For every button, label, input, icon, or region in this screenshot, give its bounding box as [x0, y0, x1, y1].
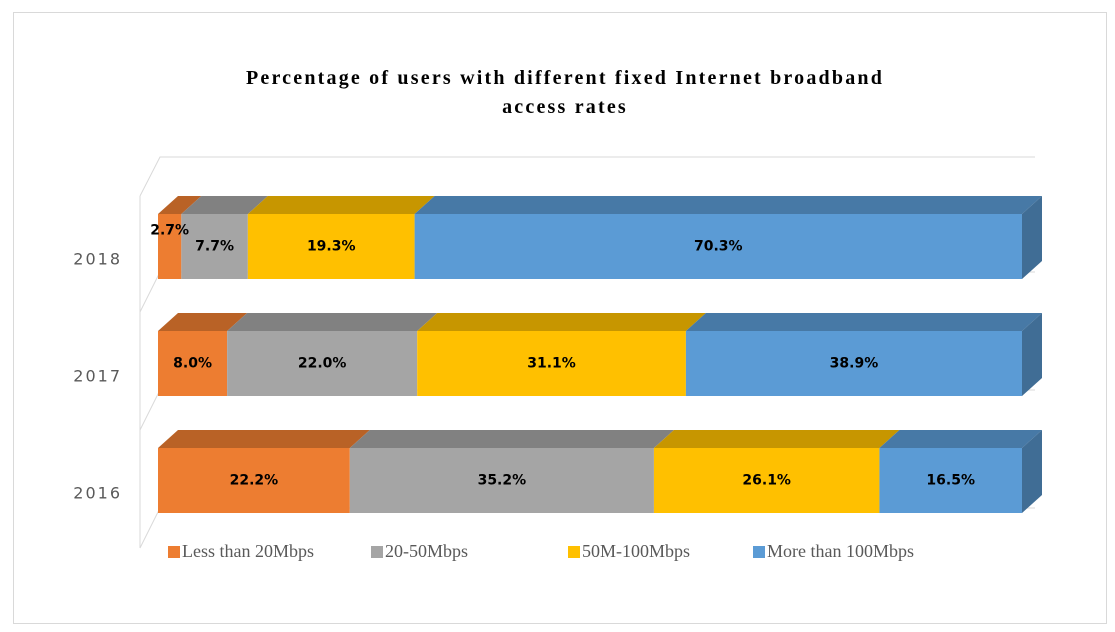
bar: [158, 331, 228, 396]
data-label: 35.2%: [478, 473, 527, 489]
bar: [181, 214, 248, 279]
chart-title: Percentage of users with different fixed…: [245, 67, 885, 118]
bar: [414, 214, 1022, 279]
data-label: 16.5%: [926, 473, 975, 489]
legend-swatch: [568, 546, 580, 558]
bar: [349, 448, 654, 513]
data-label: 2.7%: [150, 223, 189, 239]
data-label: 7.7%: [195, 239, 234, 255]
y-tick-label: 2016: [73, 484, 122, 503]
bar: [653, 448, 880, 513]
data-label: 26.1%: [742, 473, 791, 489]
chart-frame: [13, 12, 1107, 624]
y-tick-label: 2017: [73, 367, 122, 386]
bar-top: [158, 430, 370, 448]
bar-top: [685, 313, 1042, 331]
bar-top: [227, 313, 438, 331]
bar: [685, 331, 1022, 396]
data-label: 70.3%: [694, 239, 743, 255]
bar-top: [158, 313, 248, 331]
data-label: 22.0%: [298, 356, 347, 372]
bar-side: [1022, 430, 1042, 513]
legend-label: More than 100Mbps: [767, 541, 914, 561]
bar-top: [247, 196, 435, 214]
legend-label: Less than 20Mbps: [182, 541, 314, 561]
bar-side: [1022, 196, 1042, 279]
legend-label: 20-50Mbps: [385, 541, 468, 561]
bar-top: [158, 196, 202, 214]
data-label: 31.1%: [527, 356, 576, 372]
data-label: 22.2%: [230, 473, 279, 489]
bar-top: [349, 430, 674, 448]
legend-swatch: [753, 546, 765, 558]
y-tick-label: 2018: [73, 250, 122, 269]
legend-swatch: [371, 546, 383, 558]
data-label: 8.0%: [173, 356, 212, 372]
data-label: 19.3%: [307, 239, 356, 255]
bar: [158, 214, 182, 279]
bar: [227, 331, 418, 396]
bar-top: [653, 430, 900, 448]
bar-top: [879, 430, 1042, 448]
bar-side: [1022, 313, 1042, 396]
legend-label: 50M-100Mbps: [582, 541, 690, 561]
bar: [879, 448, 1022, 513]
data-label: 38.9%: [830, 356, 879, 372]
bar: [247, 214, 415, 279]
bar-top: [417, 313, 706, 331]
wall-line: [139, 156, 1035, 197]
bar: [417, 331, 686, 396]
bar-top: [181, 196, 268, 214]
bar: [158, 448, 350, 513]
bar-top: [414, 196, 1042, 214]
legend-swatch: [168, 546, 180, 558]
